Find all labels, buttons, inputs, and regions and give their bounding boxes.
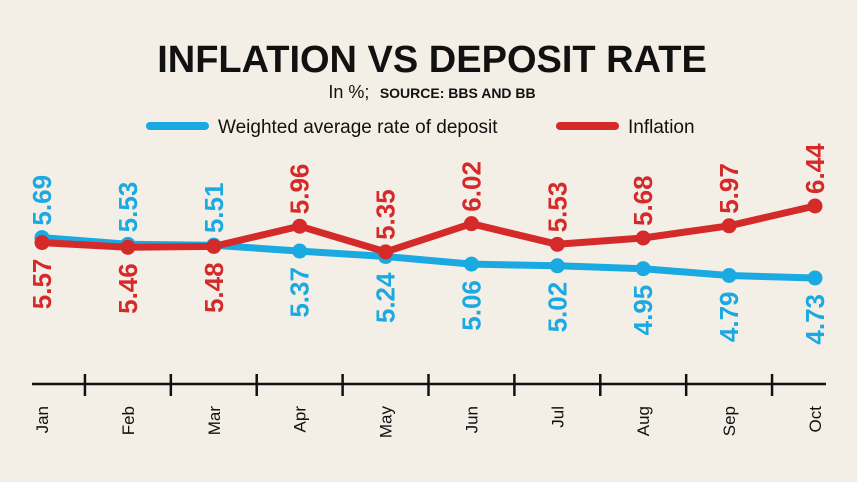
- inflation-value-label: 5.96: [285, 164, 315, 215]
- subtitle-unit: In %;: [328, 82, 369, 102]
- deposit-value-label: 4.79: [714, 291, 744, 342]
- deposit-value-label: 5.69: [27, 175, 57, 226]
- deposit-value-label: 5.02: [542, 282, 572, 333]
- x-tick-label: Feb: [119, 406, 138, 435]
- inflation-point: [378, 244, 394, 260]
- deposit-value-label: 4.73: [800, 294, 830, 345]
- deposit-point: [549, 258, 565, 274]
- inflation-point: [635, 230, 651, 246]
- x-tick-label: Aug: [634, 406, 653, 436]
- deposit-point: [292, 243, 308, 259]
- inflation-value-label: 5.57: [27, 259, 57, 310]
- chart-title: INFLATION VS DEPOSIT RATE: [157, 39, 707, 81]
- inflation-value-label: 5.53: [542, 182, 572, 233]
- deposit-point: [463, 256, 479, 272]
- x-tick-label: Mar: [205, 406, 224, 436]
- deposit-value-label: 5.51: [199, 183, 229, 234]
- inflation-value-label: 6.44: [800, 143, 830, 194]
- x-tick-label: Apr: [291, 406, 310, 433]
- x-tick-label: Jan: [33, 406, 52, 433]
- inflation-value-label: 5.68: [628, 175, 658, 226]
- legend-label-inflation: Inflation: [628, 117, 695, 138]
- inflation-value-label: 5.46: [113, 263, 143, 314]
- inflation-value-label: 5.48: [199, 262, 229, 313]
- x-tick-label: Jul: [548, 406, 567, 428]
- x-axis: Jan Feb Mar Apr May Jun Jul Aug Sep Oct: [32, 374, 826, 438]
- x-tick-label: Oct: [806, 406, 825, 433]
- inflation-point: [120, 239, 136, 255]
- plot-area: 5.69 5.57 5.53 5.46 5.51 5.48 5.96 5.37 5.35 5.24…: [27, 143, 830, 345]
- deposit-value-label: 5.37: [285, 267, 315, 318]
- subtitle-source: SOURCE: BBS AND BB: [380, 85, 536, 101]
- inflation-value-label: 5.97: [714, 163, 744, 214]
- deposit-value-label: 5.06: [456, 280, 486, 331]
- inflation-line: [38, 202, 819, 256]
- inflation-point: [807, 198, 823, 214]
- inflation-point: [206, 238, 222, 254]
- x-tick-label: Jun: [462, 406, 481, 433]
- inflation-point: [463, 216, 479, 232]
- legend-label-deposit: Weighted average rate of deposit: [218, 117, 498, 138]
- deposit-point: [807, 270, 823, 286]
- inflation-point: [34, 235, 50, 251]
- chart-subtitle: In %; SOURCE: BBS AND BB: [328, 82, 535, 102]
- deposit-value-label: 5.24: [371, 272, 401, 323]
- deposit-value-label: 4.95: [628, 285, 658, 336]
- deposit-value-label: 5.53: [113, 182, 143, 233]
- deposit-point: [721, 267, 737, 283]
- x-tick-label: May: [377, 406, 396, 439]
- inflation-point: [292, 218, 308, 234]
- inflation-point: [721, 218, 737, 234]
- legend: Weighted average rate of deposit Inflati…: [146, 117, 695, 138]
- inflation-point: [549, 236, 565, 252]
- deposit-point: [635, 261, 651, 277]
- inflation-value-label: 6.02: [456, 161, 486, 212]
- x-tick-label: Sep: [720, 406, 739, 436]
- inflation-value-label: 5.35: [371, 189, 401, 240]
